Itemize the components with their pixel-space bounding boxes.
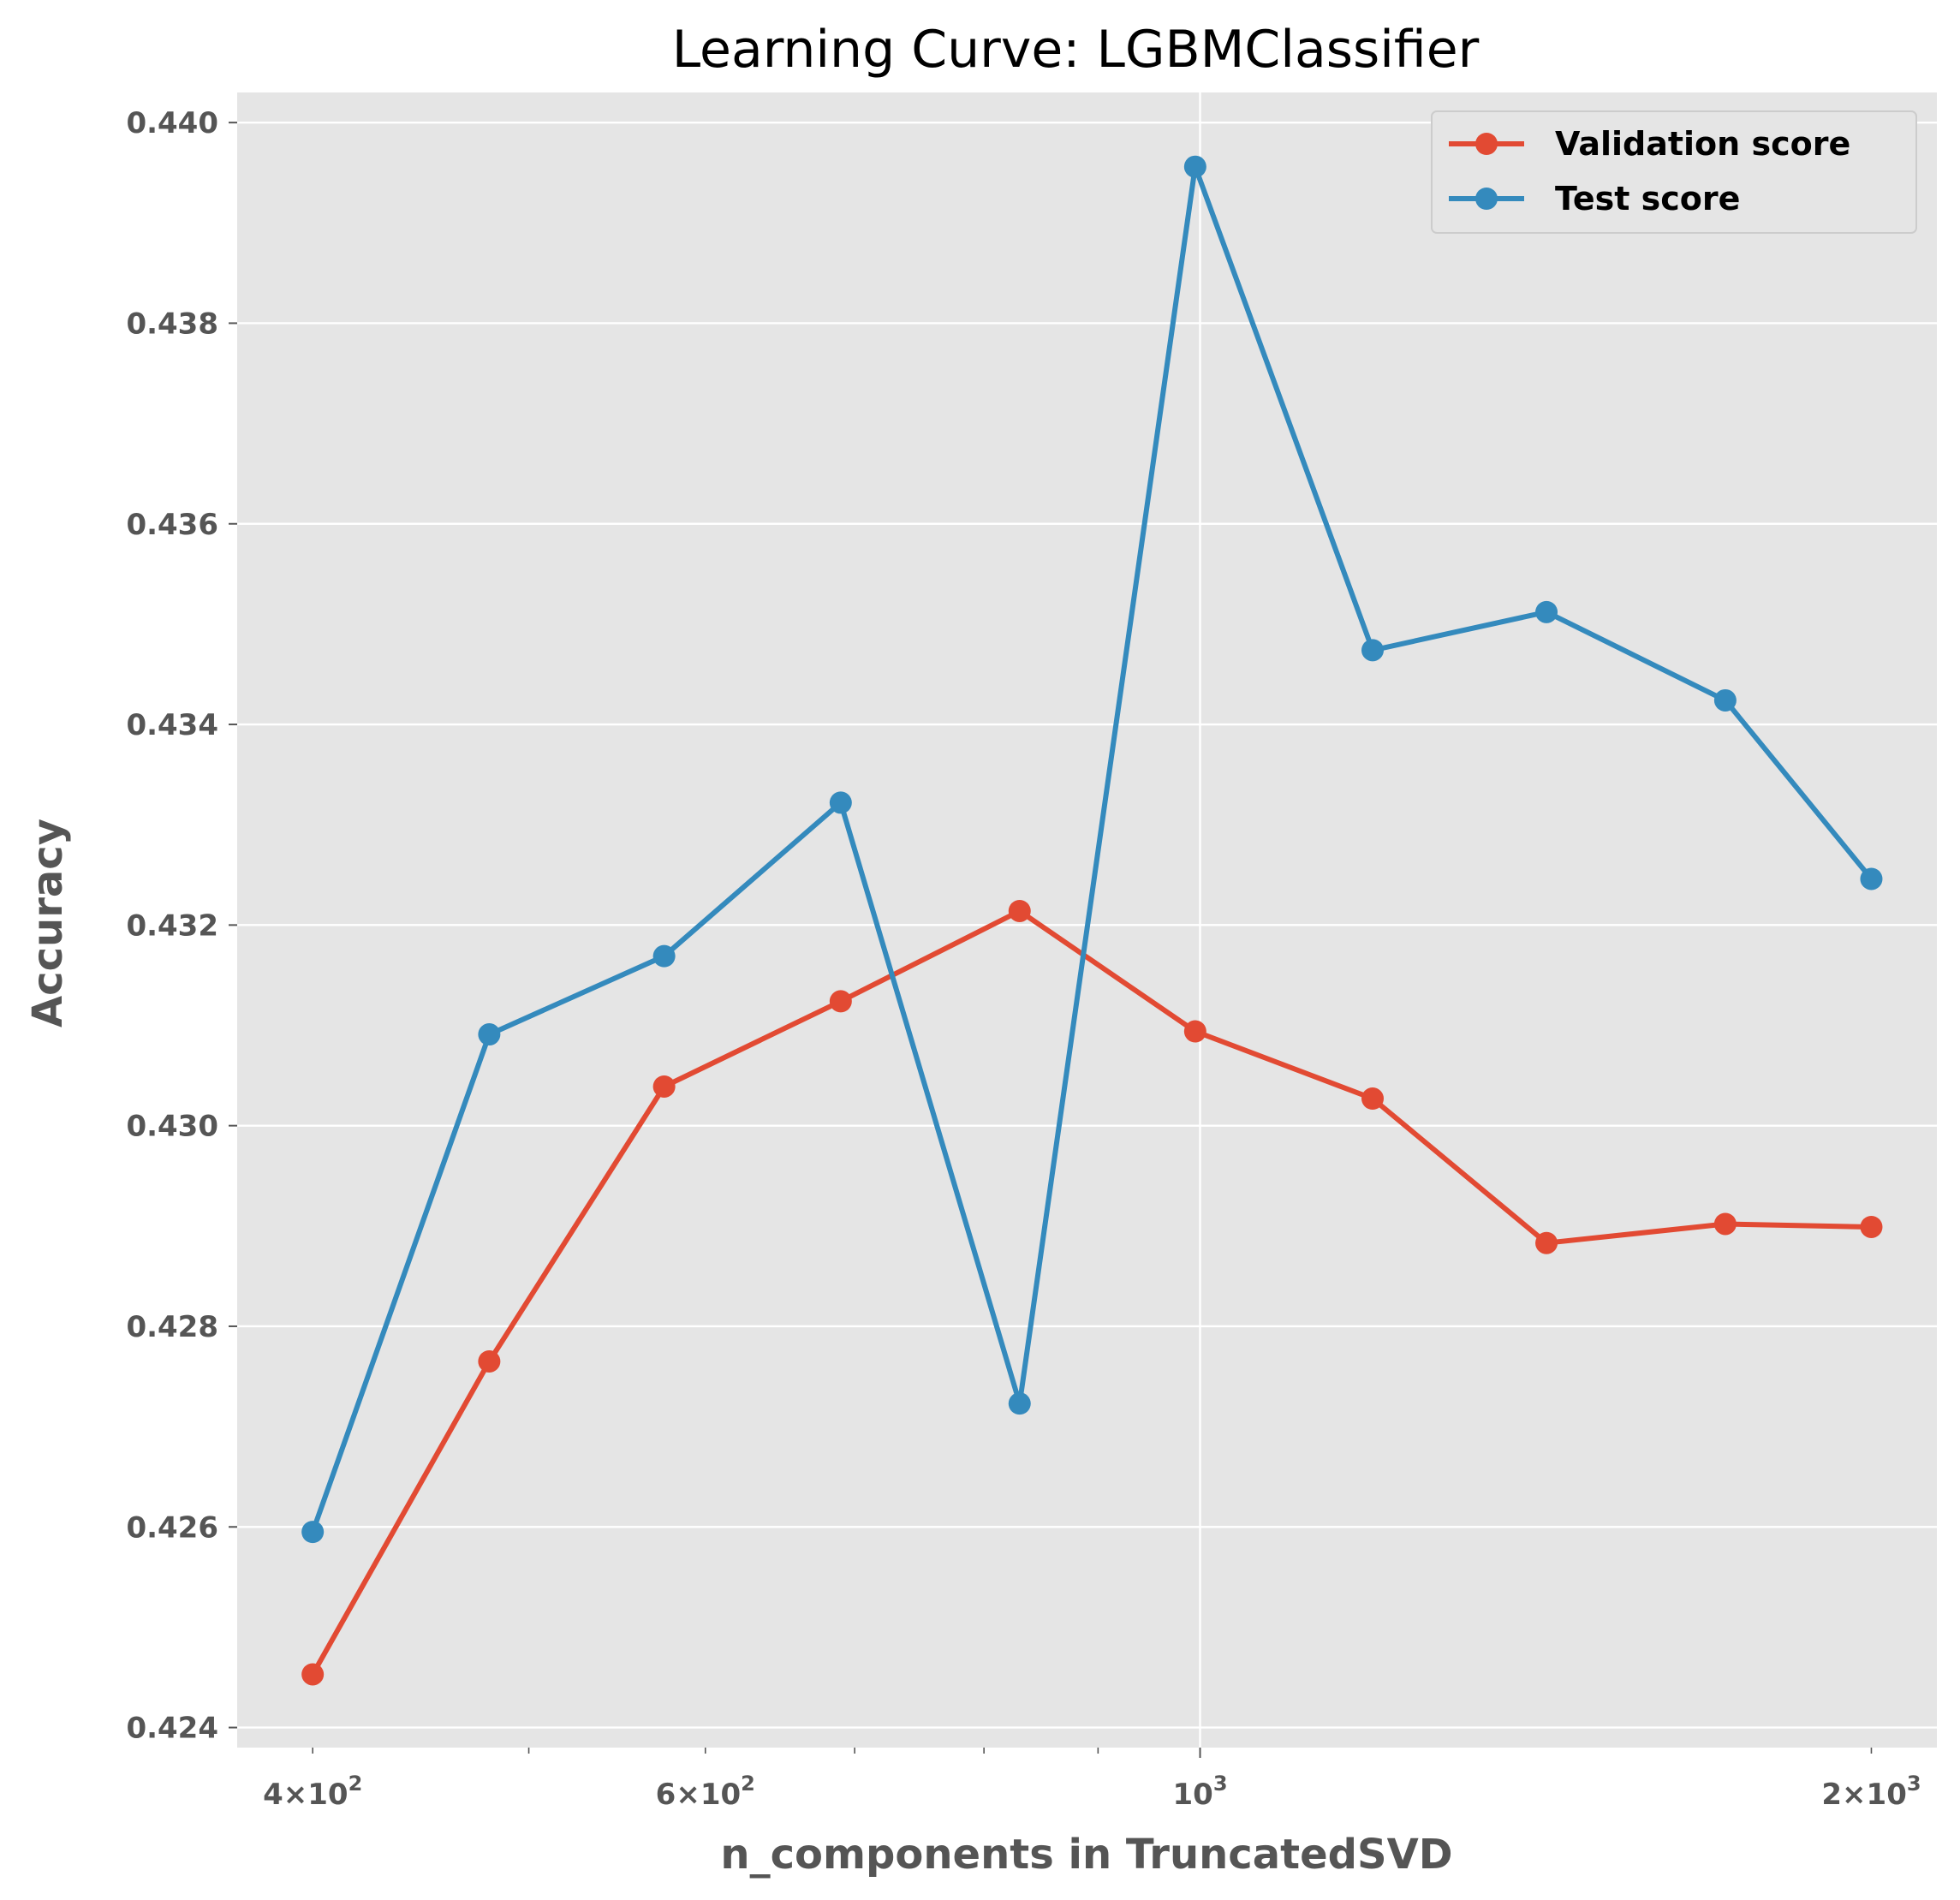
legend-marker: [1475, 133, 1498, 155]
axis-ticks: 0.424 0.426 0.428 0.430 0.432 0.434 0.436 0.438…: [126, 106, 1921, 1812]
y-axis-label: Accuracy: [24, 819, 72, 1027]
data-point: [1860, 867, 1883, 890]
series-line: [310, 164, 1874, 1534]
legend-label: Validation score: [1555, 125, 1850, 163]
data-point: [652, 944, 676, 968]
data-point: [1008, 1392, 1031, 1415]
series-lines: [301, 155, 1883, 1686]
data-point: [1535, 600, 1558, 623]
data-point: [652, 1075, 676, 1098]
series-test-score: [301, 155, 1883, 1544]
data-point: [1183, 155, 1206, 178]
data-point: [1535, 1231, 1558, 1254]
y-tick-label: 0.432: [126, 908, 218, 943]
series-line: [310, 908, 1872, 1676]
x-tick-label: 103: [1173, 1772, 1228, 1812]
x-tick-label: 4×102: [263, 1772, 362, 1812]
legend-item: Test score: [1449, 180, 1740, 217]
data-point: [1713, 1212, 1737, 1236]
data-point: [1361, 1087, 1385, 1111]
chart-title: Learning Curve: LGBMClassifier: [672, 20, 1480, 80]
legend: Validation score Test score: [1431, 110, 1917, 234]
legend-label: Test score: [1555, 180, 1740, 217]
grid-lines: [237, 92, 1937, 1748]
data-point: [301, 1663, 325, 1686]
data-point: [1361, 639, 1385, 662]
x-tick-label: 2×103: [1821, 1772, 1921, 1812]
data-point: [829, 791, 852, 814]
data-point: [1183, 1020, 1206, 1043]
y-tick-label: 0.434: [126, 708, 218, 742]
y-tick-label: 0.436: [126, 508, 218, 542]
y-tick-label: 0.438: [126, 307, 218, 341]
data-point: [478, 1349, 501, 1373]
y-tick-label: 0.424: [126, 1712, 218, 1746]
y-tick-label: 0.440: [126, 106, 218, 140]
data-point: [301, 1521, 325, 1544]
series-validation-score: [301, 899, 1883, 1686]
legend-box: [1431, 110, 1917, 234]
x-tick-label: 6×102: [656, 1772, 755, 1812]
x-axis-label: n_components in TruncatedSVD: [720, 1831, 1452, 1879]
legend-marker: [1475, 188, 1498, 210]
data-point: [478, 1023, 501, 1046]
data-point: [1008, 899, 1031, 922]
y-tick-label: 0.426: [126, 1510, 218, 1545]
data-point: [1713, 688, 1737, 712]
legend-item: Validation score: [1449, 125, 1850, 163]
y-tick-label: 0.430: [126, 1110, 218, 1144]
y-tick-label: 0.428: [126, 1310, 218, 1344]
data-point: [829, 990, 852, 1013]
data-point: [1860, 1215, 1883, 1238]
